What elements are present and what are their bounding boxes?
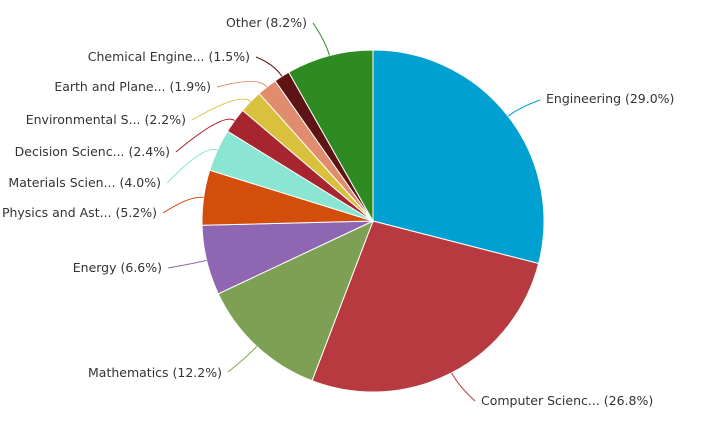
pie-slices [201,49,545,393]
slice-label: Decision Scienc... (2.4%) [15,144,170,159]
leader-line [191,98,251,121]
pie-slice[interactable] [311,220,540,393]
slice-label: Environmental S... (2.2%) [26,112,186,127]
slice-label: Earth and Plane... (1.9%) [54,79,211,94]
slice-label: Physics and Ast... (5.2%) [2,205,157,220]
leader-lines [162,22,541,402]
leader-line [166,148,218,184]
leader-line [312,22,330,56]
slice-label: Computer Scienc... (26.8%) [481,393,653,408]
leader-line [227,346,258,373]
slice-label: Mathematics (12.2%) [88,365,222,380]
leader-line [216,80,268,88]
pie-slice[interactable] [288,49,374,223]
leader-line [167,259,207,269]
leader-line [175,118,235,153]
slice-label: Energy (6.6%) [73,260,162,275]
leader-line [451,372,476,402]
leader-line [507,99,541,117]
slice-label: Materials Scien... (4.0%) [8,175,161,190]
slice-label: Other (8.2%) [226,15,307,30]
pie-slice[interactable] [372,49,545,265]
slice-labels: Engineering (29.0%) Computer Scienc... (2… [2,15,675,408]
slice-label: Chemical Engine... (1.5%) [88,49,250,64]
leader-line [162,196,204,214]
leader-line [255,56,283,77]
slice-label: Engineering (29.0%) [546,91,674,106]
pie-slice[interactable] [217,220,374,382]
